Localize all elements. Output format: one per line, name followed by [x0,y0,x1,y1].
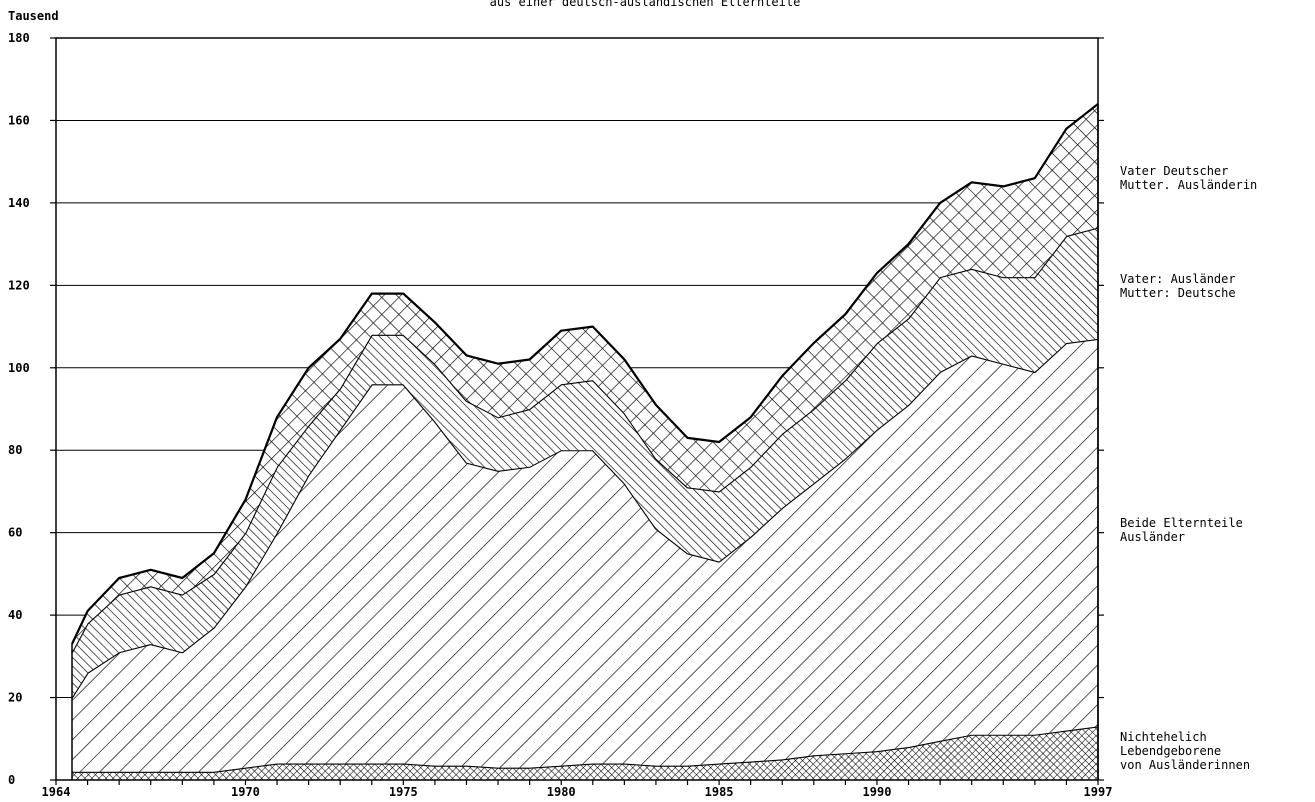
x-tick-label: 1990 [863,785,892,799]
legend-label: Mutter. Ausländerin [1120,178,1257,192]
x-tick-label: 1975 [389,785,418,799]
legend-label: Mutter: Deutsche [1120,286,1236,300]
y-tick-label: 60 [8,526,22,540]
y-tick-label: 100 [8,361,30,375]
y-tick-label: 180 [8,31,30,45]
x-tick-label: 1997 [1084,785,1113,799]
y-tick-label: 80 [8,443,22,457]
y-tick-label: 120 [8,278,30,292]
y-tick-label: 140 [8,196,30,210]
x-tick-label: 1964 [42,785,71,799]
x-tick-label: 1980 [547,785,576,799]
legend-label: Beide Elternteile [1120,516,1243,530]
y-tick-label: 0 [8,773,15,787]
x-axis: 1964 1970 1975 1980 1985 1990 1997 [42,780,1113,799]
plot-frame [55,37,1099,781]
stacked-areas [71,103,1099,780]
y-tick-label: 40 [8,608,22,622]
x-tick-label: 1970 [231,785,260,799]
y-tick-label: 20 [8,691,22,705]
y-tick-label: 160 [8,113,30,127]
legend-label: Lebendgeborene [1120,744,1221,758]
legend-label: Nichtehelich [1120,730,1207,744]
y-axis-unit-label: Tausend [8,9,59,23]
series-line-4 [71,103,1099,645]
chart-title: aus einer deutsch-ausländischen Elternte… [490,0,801,9]
y-axis: 0 20 40 60 80 100 120 140 160 180 [8,31,1104,787]
legend-label: Ausländer [1120,530,1185,544]
legend-label: Vater Deutscher [1120,164,1228,178]
plot-border [55,37,1099,781]
legend-label: Vater: Ausländer [1120,272,1236,286]
area-series-1 [72,726,1098,780]
x-tick-label: 1985 [705,785,734,799]
legend-label: von Ausländerinnen [1120,758,1250,772]
area-series-4 [72,104,1098,653]
